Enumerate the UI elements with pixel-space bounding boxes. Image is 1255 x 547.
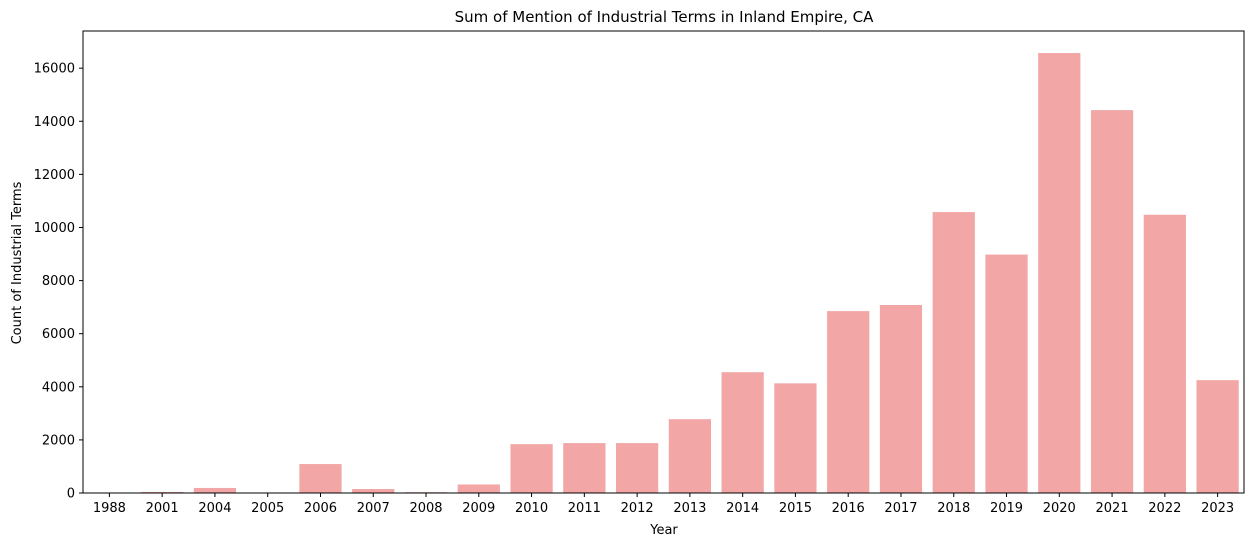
bar-2012 — [616, 443, 659, 493]
bar-2007 — [352, 489, 395, 493]
bar-2001 — [141, 491, 184, 493]
y-axis: 0 2000 4000 6000 8000 10000 12000 14000 16000 — [34, 62, 83, 502]
bar-2016 — [827, 311, 870, 493]
y-tick-label: 8000 — [42, 274, 75, 289]
bar-2020 — [1038, 53, 1081, 493]
x-tick-label: 2021 — [1096, 501, 1129, 516]
bar-2010 — [510, 444, 553, 493]
x-tick-label: 2005 — [251, 501, 284, 516]
x-axis-label: Year — [649, 523, 678, 538]
bar-2011 — [563, 443, 606, 493]
x-tick-label: 2017 — [884, 501, 917, 516]
x-tick-label: 2015 — [779, 501, 812, 516]
x-tick-label: 2010 — [515, 501, 548, 516]
y-tick-label: 14000 — [34, 115, 75, 130]
bar-2004 — [193, 487, 237, 493]
x-tick-label: 1988 — [93, 501, 126, 516]
plot-frame — [82, 30, 1245, 494]
y-tick-label: 0 — [67, 487, 75, 502]
x-axis: 1988 2001 2004 2005 2006 2007 2008 2009 2010 2011… — [93, 493, 1234, 516]
chart-title: Sum of Mention of Industrial Terms in In… — [455, 8, 874, 26]
x-tick-label: 2012 — [621, 501, 654, 516]
y-tick-label: 12000 — [34, 168, 75, 183]
bar-2021 — [1090, 110, 1134, 493]
x-tick-label: 2019 — [990, 501, 1023, 516]
x-tick-label: 2020 — [1043, 501, 1076, 516]
bar-2017 — [879, 305, 923, 493]
bar-2015 — [774, 383, 817, 493]
x-tick-label: 2008 — [409, 501, 442, 516]
y-axis-label: Count of Industrial Terms — [10, 181, 25, 344]
y-tick-label: 4000 — [42, 380, 75, 395]
bar-2014 — [721, 372, 764, 493]
x-tick-label: 2022 — [1148, 501, 1181, 516]
x-tick-label: 2014 — [726, 501, 759, 516]
x-tick-label: 2016 — [832, 501, 865, 516]
x-tick-label: 2006 — [304, 501, 337, 516]
bar-2019 — [985, 254, 1028, 493]
bar-2009 — [457, 484, 500, 493]
y-tick-label: 6000 — [42, 327, 75, 342]
x-tick-label: 2011 — [568, 501, 601, 516]
x-tick-label: 2007 — [357, 501, 390, 516]
bar-2023 — [1196, 380, 1239, 493]
x-tick-label: 2018 — [937, 501, 970, 516]
x-tick-label: 2013 — [673, 501, 706, 516]
x-tick-label: 2001 — [146, 501, 179, 516]
bar-2013 — [668, 419, 711, 493]
y-tick-label: 10000 — [34, 221, 75, 236]
y-tick-label: 16000 — [34, 62, 75, 77]
y-tick-label: 2000 — [42, 433, 75, 448]
x-tick-label: 2009 — [462, 501, 495, 516]
bars-group — [88, 53, 1239, 494]
x-tick-label: 2023 — [1201, 501, 1234, 516]
bar-2006 — [299, 464, 342, 493]
bar-2022 — [1143, 214, 1186, 494]
x-tick-label: 2004 — [198, 501, 231, 516]
bar-2018 — [932, 212, 975, 493]
